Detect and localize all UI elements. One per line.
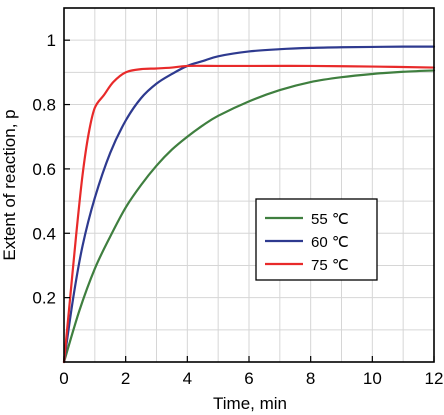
axis-ticks <box>63 39 435 362</box>
x-tick-label: 12 <box>425 369 444 388</box>
legend-label: 75 ℃ <box>311 257 349 274</box>
y-tick-label: 0.6 <box>32 160 56 179</box>
x-tick-label: 8 <box>306 369 315 388</box>
legend-label: 55 ℃ <box>311 211 349 228</box>
x-tick-labels: 0 2 4 6 8 10 12 <box>59 369 443 388</box>
x-tick-label: 4 <box>183 369 192 388</box>
series-line-3 <box>62 64 436 364</box>
x-tick-label: 0 <box>59 369 68 388</box>
legend: 55 ℃ 60 ℃ 75 ℃ <box>255 198 378 281</box>
y-axis-title: Extent of reaction, p <box>0 109 19 260</box>
y-tick-label: 0.8 <box>32 96 56 115</box>
y-tick-labels: 0.2 0.4 0.6 0.8 1 <box>32 31 56 307</box>
legend-box <box>255 198 378 281</box>
legend-label: 60 ℃ <box>311 234 349 251</box>
x-tick-label: 6 <box>244 369 253 388</box>
series-layer <box>62 45 436 364</box>
x-axis-title: Time, min <box>213 394 287 413</box>
x-tick-label: 2 <box>121 369 130 388</box>
y-tick-label: 0.2 <box>32 289 56 308</box>
series-line-1 <box>62 69 436 364</box>
x-tick-label: 10 <box>363 369 382 388</box>
y-tick-label: 0.4 <box>32 224 56 243</box>
y-tick-label: 1 <box>47 31 56 50</box>
